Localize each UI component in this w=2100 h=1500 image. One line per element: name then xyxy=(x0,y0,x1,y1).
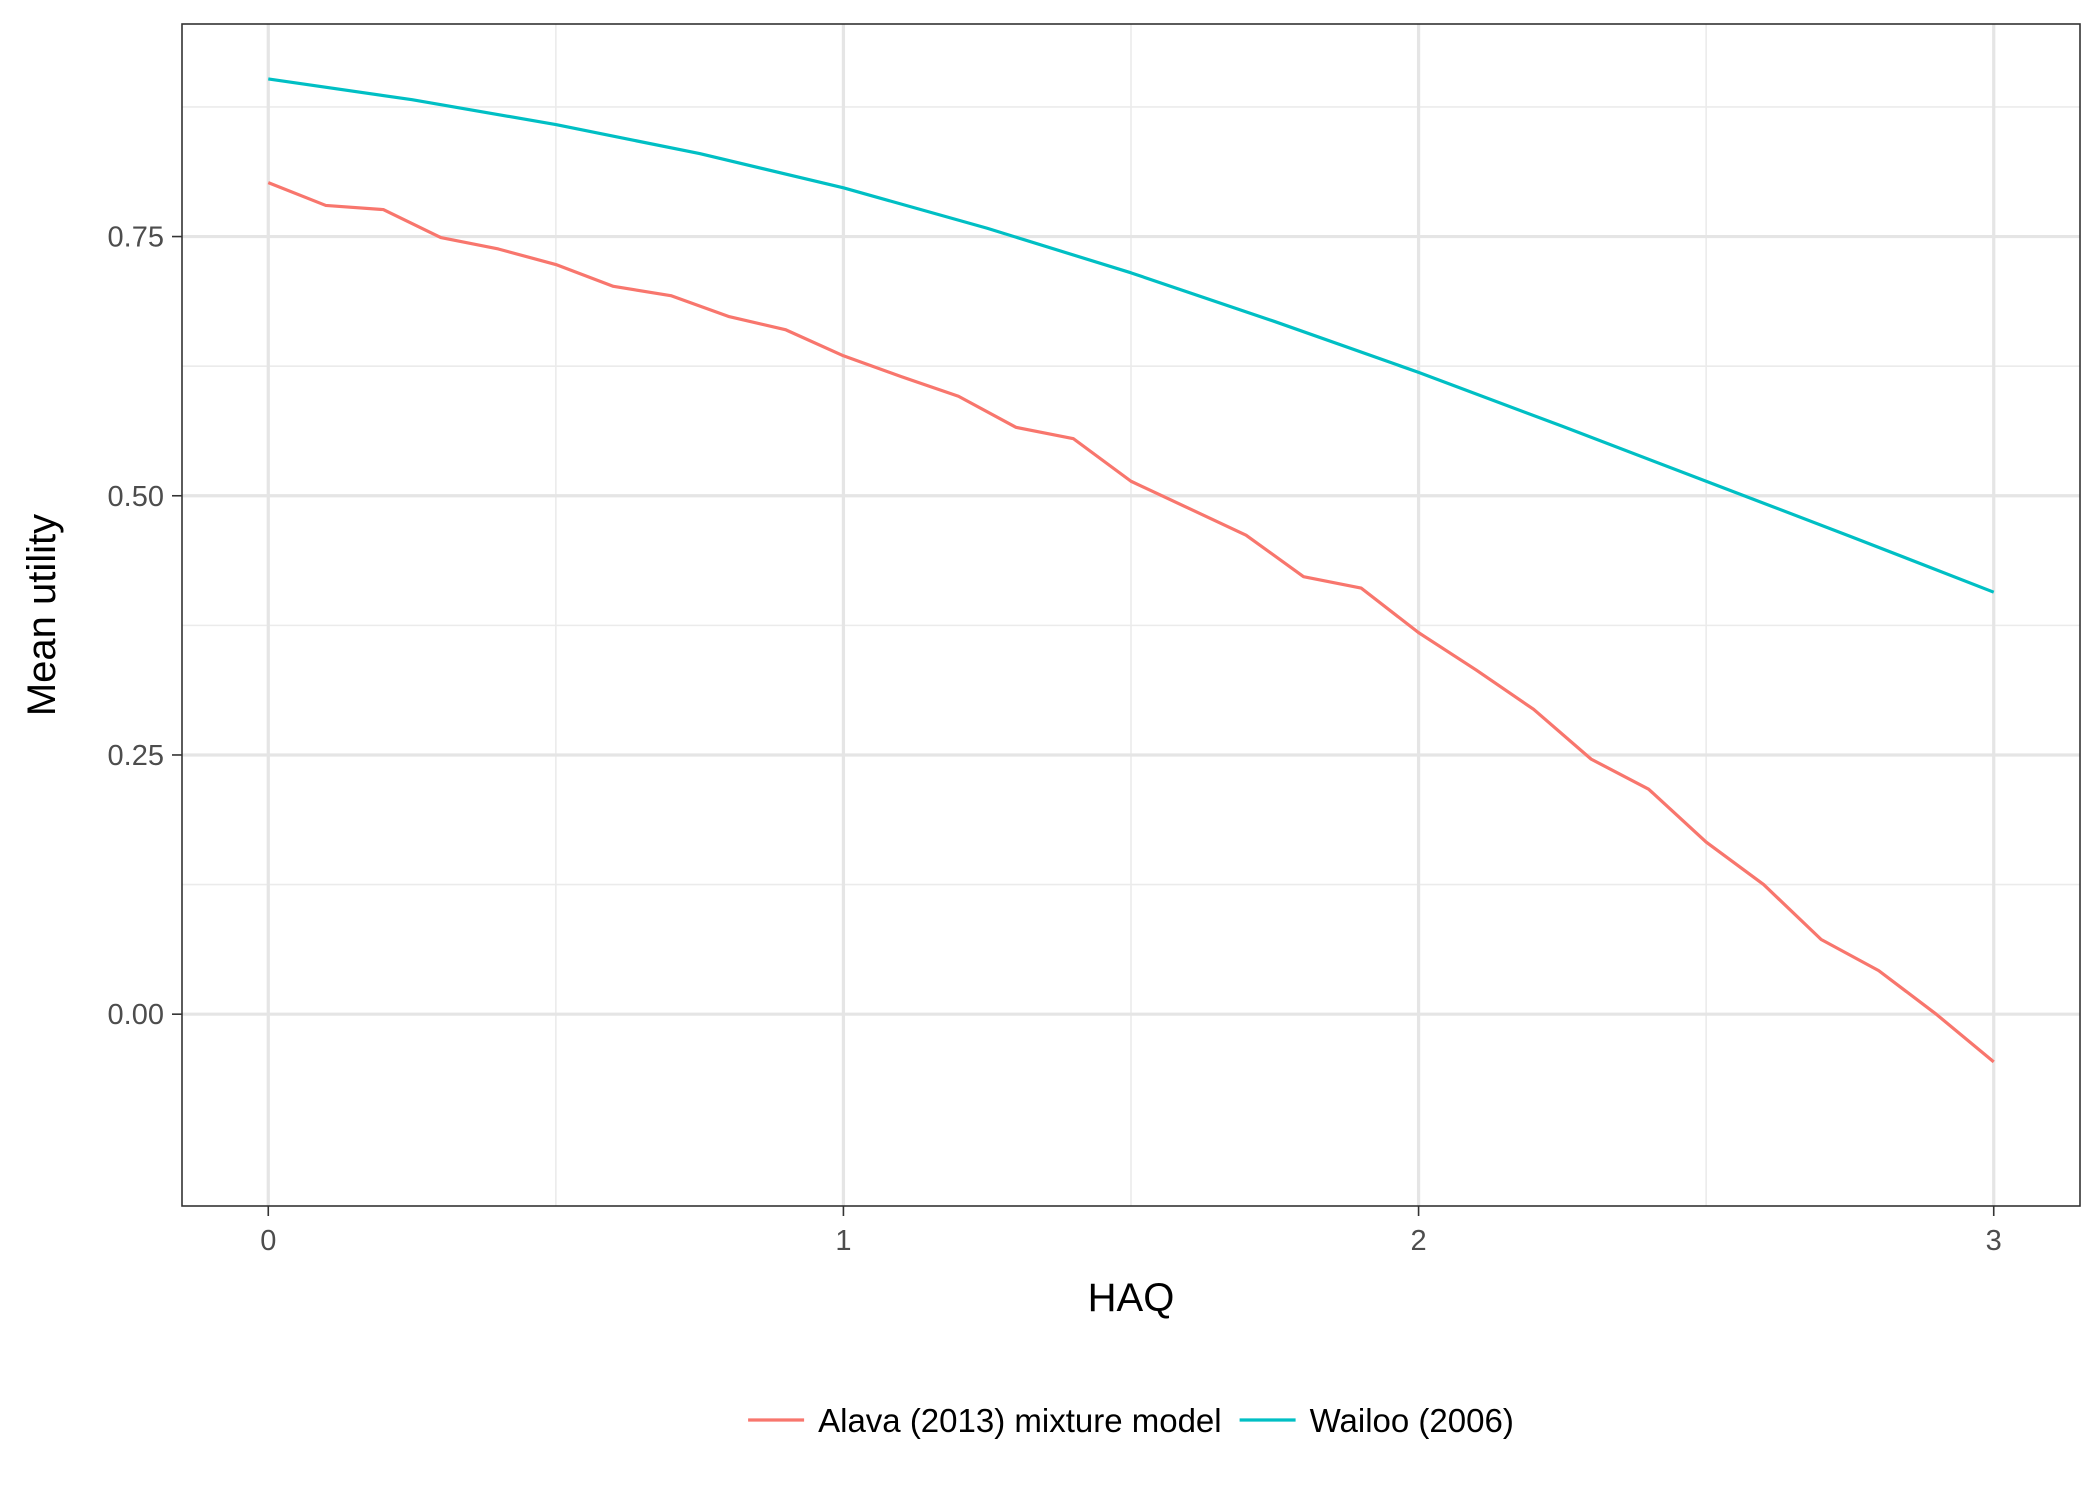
legend-label-1: Alava (2013) mixture model xyxy=(818,1402,1222,1439)
series-lines xyxy=(267,77,1995,1064)
legend-label-2: Wailoo (2006) xyxy=(1310,1402,1514,1439)
panel-border xyxy=(181,23,2081,1207)
y-tick-label: 0.75 xyxy=(108,222,164,254)
y-tick-labels: 0.00 0.25 0.50 0.75 xyxy=(108,222,164,1032)
y-tick-label: 0.00 xyxy=(108,999,164,1031)
axis-ticks xyxy=(172,235,1995,1216)
minor-gridlines xyxy=(182,24,2080,1206)
legend-item-2: Wailoo (2006) xyxy=(1239,1402,1514,1439)
legend: Alava (2013) mixture model Wailoo (2006) xyxy=(748,1402,1514,1439)
series-line-2 xyxy=(268,77,1995,594)
x-tick-label: 1 xyxy=(835,1225,851,1257)
x-tick-labels: 0 1 2 3 xyxy=(260,1225,2002,1257)
y-tick-label: 0.50 xyxy=(108,481,164,513)
x-tick-label: 3 xyxy=(1986,1225,2002,1257)
x-tick-label: 0 xyxy=(260,1225,276,1257)
y-axis-title: Mean utility xyxy=(20,514,64,716)
x-tick-label: 2 xyxy=(1411,1225,1427,1257)
x-axis-title: HAQ xyxy=(1088,1276,1175,1320)
legend-item-1: Alava (2013) mixture model xyxy=(748,1402,1222,1439)
series-line-1 xyxy=(267,181,1995,1064)
y-tick-label: 0.25 xyxy=(108,740,164,772)
major-gridlines xyxy=(182,24,2080,1206)
